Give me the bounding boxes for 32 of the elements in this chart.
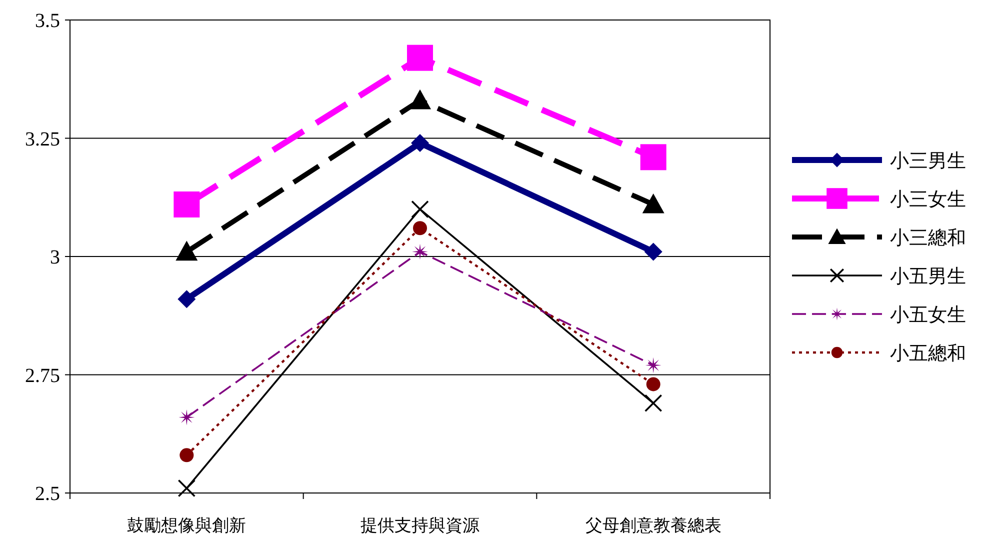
legend-label: 小五女生 bbox=[890, 305, 966, 326]
legend-label: 小三總和 bbox=[890, 228, 966, 249]
y-tick-label: 3.25 bbox=[25, 128, 60, 150]
legend-label: 小三女生 bbox=[890, 190, 966, 210]
point bbox=[413, 221, 427, 236]
point bbox=[176, 240, 198, 261]
point bbox=[411, 134, 429, 152]
y-tick-label: 3.5 bbox=[35, 10, 60, 32]
x-tick-label: 父母創意教養總表 bbox=[585, 516, 722, 535]
point bbox=[180, 448, 194, 462]
point bbox=[178, 409, 195, 426]
point bbox=[409, 89, 431, 110]
point bbox=[642, 193, 664, 214]
legend-label: 小五總和 bbox=[890, 344, 966, 364]
point bbox=[178, 290, 196, 308]
point bbox=[640, 144, 666, 170]
point bbox=[644, 242, 662, 261]
point bbox=[412, 244, 428, 260]
point bbox=[174, 191, 200, 218]
y-tick-label: 3 bbox=[50, 246, 60, 268]
point bbox=[411, 200, 429, 218]
point bbox=[178, 479, 196, 498]
point bbox=[644, 394, 662, 412]
x-tick-label: 鼓勵想像與創新 bbox=[127, 516, 246, 535]
y-tick-label: 2.75 bbox=[25, 364, 60, 387]
legend-label: 小三男生 bbox=[890, 151, 966, 172]
point bbox=[646, 377, 660, 392]
x-tick-label: 提供支持與資源 bbox=[360, 516, 480, 535]
point bbox=[645, 357, 662, 374]
point bbox=[407, 44, 433, 71]
y-tick-label: 2.5 bbox=[35, 483, 60, 505]
legend-label: 小五男生 bbox=[890, 266, 966, 288]
